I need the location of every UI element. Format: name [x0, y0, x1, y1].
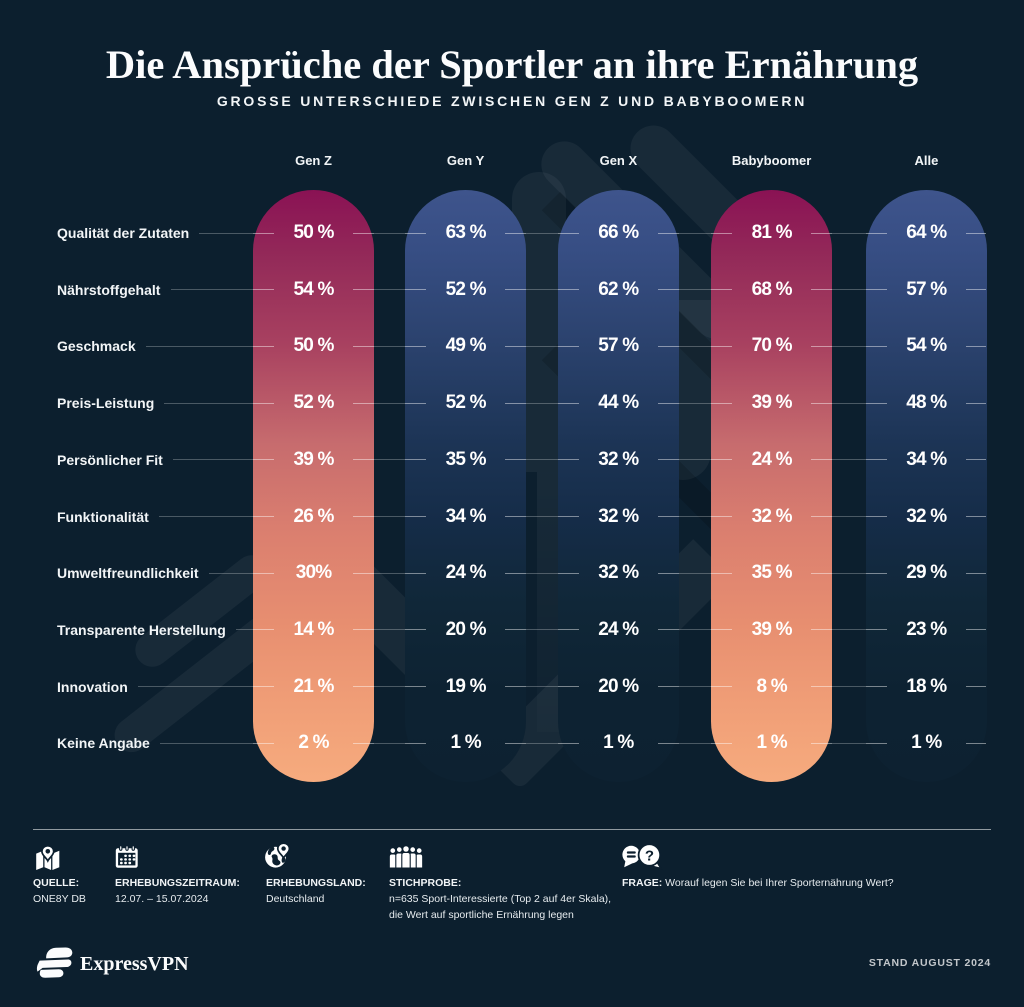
- svg-text:?: ?: [645, 847, 654, 864]
